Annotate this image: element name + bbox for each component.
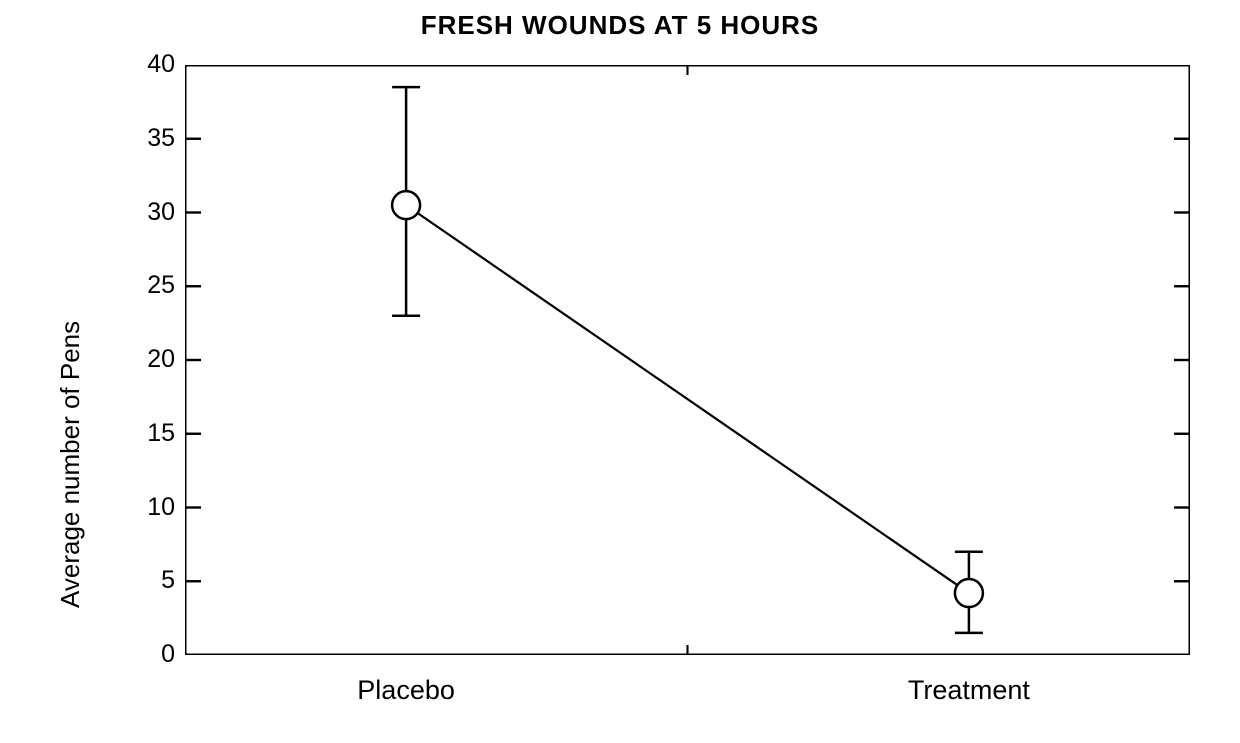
chart-title: FRESH WOUNDS AT 5 HOURS [0, 10, 1240, 41]
y-axis-label: Average number of Pens [55, 321, 86, 608]
y-tick-label: 5 [115, 566, 175, 595]
chart-container: FRESH WOUNDS AT 5 HOURS Average number o… [0, 0, 1240, 743]
y-tick-label: 35 [115, 124, 175, 153]
plot-area [185, 65, 1190, 655]
y-tick-label: 10 [115, 493, 175, 522]
plot-svg [185, 65, 1190, 655]
y-tick-label: 40 [115, 50, 175, 79]
y-tick-label: 30 [115, 198, 175, 227]
x-category-label: Placebo [296, 675, 516, 706]
y-tick-label: 0 [115, 640, 175, 669]
y-tick-label: 20 [115, 345, 175, 374]
y-tick-label: 15 [115, 419, 175, 448]
x-category-label: Treatment [859, 675, 1079, 706]
y-tick-label: 25 [115, 271, 175, 300]
